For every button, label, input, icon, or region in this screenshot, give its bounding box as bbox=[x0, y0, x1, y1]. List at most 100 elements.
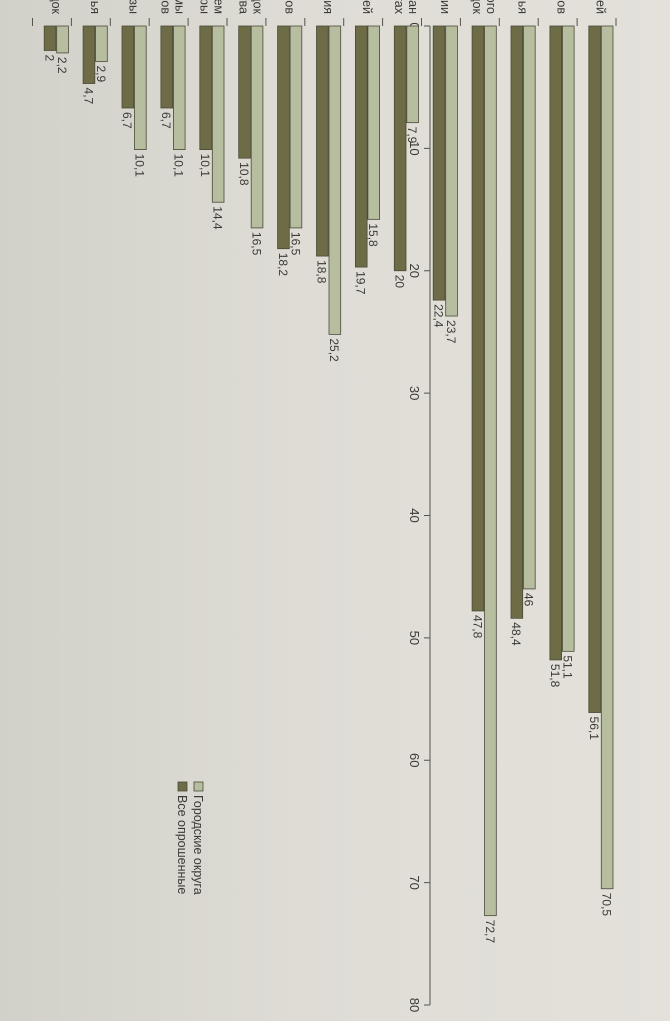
category-label-line: Отсутствие необходимой правовой базы bbox=[127, 0, 141, 14]
category-label-line: Забюрократичность процедур работы с земл… bbox=[360, 0, 374, 14]
bar-all-respondents bbox=[82, 25, 96, 84]
bar-city-districts bbox=[328, 25, 342, 335]
data-label: 10,1 bbox=[133, 154, 147, 178]
legend-swatch bbox=[177, 781, 188, 792]
category-label-line: Большие затраты для граждан bbox=[406, 0, 420, 14]
category-label: Монополизация рынка жилья bbox=[88, 0, 102, 14]
bar-city-districts bbox=[173, 25, 186, 150]
data-label: 10,8 bbox=[237, 162, 251, 186]
data-label: 2,2 bbox=[55, 57, 69, 74]
data-label: 23,7 bbox=[444, 320, 458, 344]
bar-all-respondents bbox=[510, 25, 524, 619]
category-label: Недостаточно свободных площадокдля строи… bbox=[236, 0, 264, 15]
data-label: 10,1 bbox=[198, 154, 212, 178]
category-label-line: Монополизация рынка жилья bbox=[88, 0, 102, 14]
bar-all-respondents bbox=[393, 25, 407, 272]
tick-label: 80 bbox=[407, 998, 422, 1012]
tick-label: 10 bbox=[407, 141, 422, 155]
tick-label: 30 bbox=[407, 386, 422, 400]
data-label: 15,8 bbox=[366, 223, 380, 247]
category-label-line: Отсутствие градостроительных планов bbox=[282, 0, 296, 14]
category-label: Дефицит земельных участков под застройку… bbox=[198, 0, 226, 14]
data-label: 16,5 bbox=[288, 232, 302, 256]
category-label-line: и оснащения коммунальной инфраструктуры bbox=[198, 0, 212, 14]
tick-label: 70 bbox=[407, 875, 422, 889]
category-label: Износ коммунальных и инженерных сетей bbox=[594, 0, 608, 14]
data-label: 19,7 bbox=[354, 271, 368, 295]
data-labels-group: 70,5 51,1 46 72,7 23,7 7,9 15,8 25,2 16,5 16,5 14,… bbox=[42, 54, 613, 943]
category-label: Большие затраты для гражданв землеустрои… bbox=[392, 0, 420, 15]
data-label: 18,2 bbox=[276, 253, 290, 277]
data-label: 51,1 bbox=[561, 655, 575, 679]
category-label-line: Высокая стоимость 1 кв.м жилья bbox=[516, 0, 530, 14]
data-label: 22,4 bbox=[431, 304, 445, 328]
bar-all-respondents bbox=[121, 25, 135, 109]
category-label-line: в землеустроительных работах bbox=[392, 0, 406, 15]
bar-city-districts bbox=[134, 25, 147, 150]
bar-all-respondents bbox=[277, 25, 290, 250]
category-label: Отсутствие градостроительных планов bbox=[282, 0, 296, 14]
category-label-line: Недостаточно мощности строительной индус… bbox=[438, 0, 452, 14]
category-label: Устаревшая градостроительная документаци… bbox=[321, 0, 335, 14]
bar-city-districts bbox=[600, 25, 614, 890]
data-label: 16,5 bbox=[249, 232, 263, 256]
data-label: 6,7 bbox=[159, 112, 173, 129]
data-label: 6,7 bbox=[120, 112, 134, 129]
data-label: 7,9 bbox=[405, 127, 419, 144]
bar-city-districts bbox=[95, 25, 108, 62]
bar-city-districts bbox=[289, 25, 303, 229]
legend-swatch bbox=[193, 781, 204, 792]
tick-label: 50 bbox=[407, 631, 422, 645]
category-label: Забюрократичность процедур работы с земл… bbox=[360, 0, 374, 14]
bar-city-districts bbox=[250, 25, 264, 229]
category-label-line: обустройства площадок bbox=[470, 0, 484, 15]
bar-city-districts bbox=[367, 25, 381, 220]
bar-city-districts bbox=[406, 25, 419, 124]
data-label: 47,8 bbox=[470, 615, 484, 639]
bar-city-districts bbox=[523, 25, 536, 590]
bar-all-respondents bbox=[160, 25, 174, 109]
bar-all-respondents bbox=[549, 25, 562, 661]
data-label: 48,4 bbox=[509, 622, 523, 646]
data-label: 70,5 bbox=[600, 893, 614, 917]
category-label-line: Дефицит земельных участков под застройку… bbox=[212, 0, 226, 14]
data-label: 14,4 bbox=[211, 206, 225, 230]
bar-all-respondents bbox=[199, 25, 212, 150]
data-label: 20 bbox=[393, 275, 407, 289]
category-label-line: Износ коммунальных и инженерных сетей bbox=[594, 0, 608, 14]
data-label: 72,7 bbox=[483, 920, 497, 944]
bar-city-districts bbox=[211, 25, 225, 203]
data-label: 2 bbox=[42, 54, 56, 61]
bar-all-respondents bbox=[588, 25, 601, 713]
category-label-line: Устаревшая градостроительная документаци… bbox=[321, 0, 335, 14]
category-label-line: Нехватка инвесторов, инвестиционных ресу… bbox=[555, 0, 569, 14]
category-label-line: Недостаточно свободных площадок bbox=[250, 0, 264, 15]
category-label: Нехватка инвесторов, инвестиционных ресу… bbox=[555, 0, 569, 14]
bar-city-districts bbox=[484, 25, 497, 917]
category-label: Отсутствие необходимой правовой базы bbox=[127, 0, 141, 14]
bar-city-districts bbox=[56, 25, 69, 54]
legend-label: Все опрошенные bbox=[175, 795, 189, 894]
bar-all-respondents bbox=[471, 25, 485, 612]
data-label: 51,8 bbox=[548, 664, 562, 688]
bar-all-respondents bbox=[316, 25, 329, 257]
category-label-line: Жилищного и Градостроительного кодексов bbox=[159, 0, 173, 14]
data-label: 25,2 bbox=[327, 338, 341, 362]
bars-group bbox=[43, 25, 614, 917]
category-labels-group: Износ коммунальных и инженерных сетей Нех… bbox=[49, 0, 608, 15]
data-label: 46 bbox=[522, 593, 536, 607]
bar-all-respondents bbox=[355, 25, 368, 268]
category-label-line: Недостаточно средств для инженерного bbox=[484, 0, 498, 14]
tick-label: 60 bbox=[407, 753, 422, 767]
data-label: 4,7 bbox=[81, 88, 95, 105]
bar-all-respondents bbox=[238, 25, 251, 159]
category-label-line: Коррупционный оборот строительных площад… bbox=[49, 0, 63, 15]
category-label: Отсутствие правовой базы, реализующей но… bbox=[159, 0, 187, 14]
bar-city-districts bbox=[445, 25, 458, 317]
legend-label: Городские округа bbox=[191, 795, 205, 895]
category-label-line: для строительства bbox=[236, 0, 250, 14]
data-label: 18,8 bbox=[315, 260, 329, 284]
